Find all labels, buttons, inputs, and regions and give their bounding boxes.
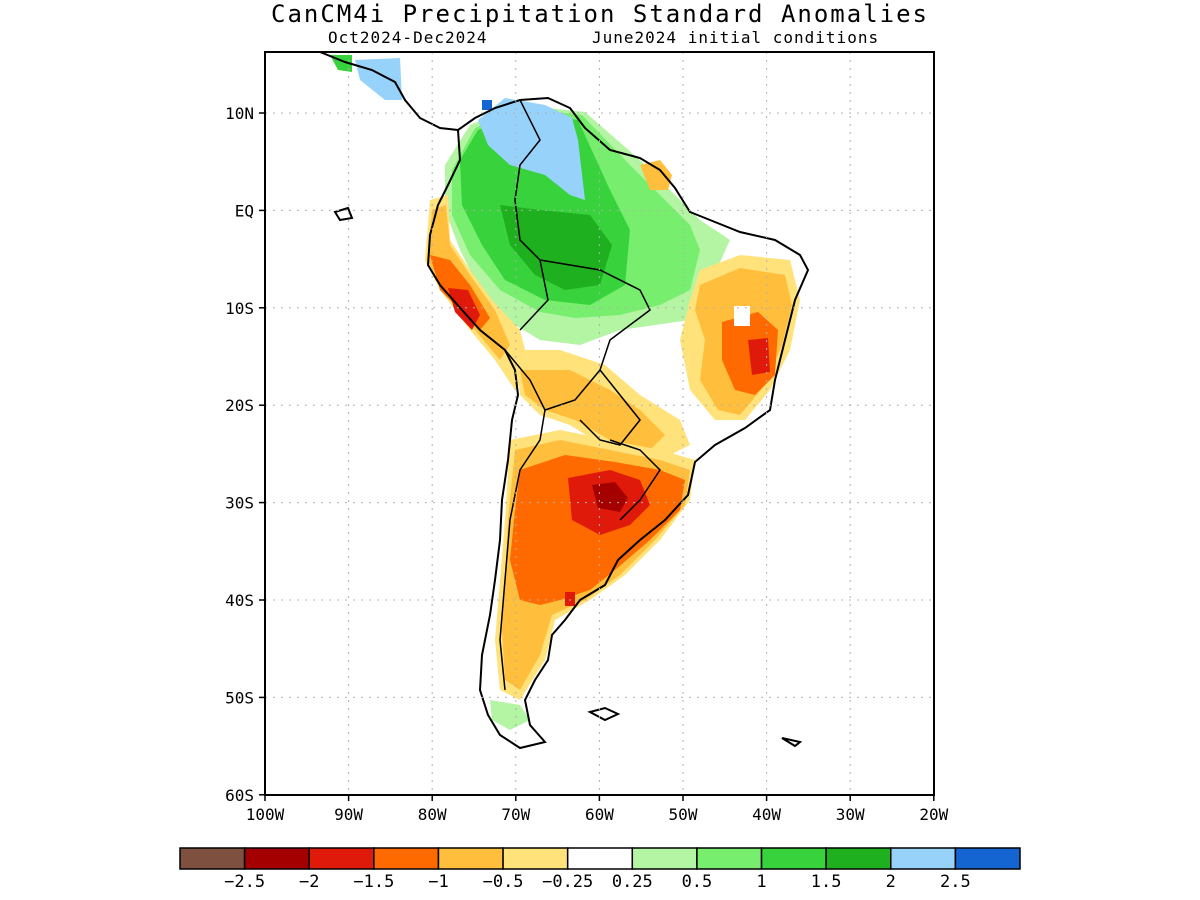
anomaly-central-orange bbox=[520, 370, 665, 450]
chart-title: CanCM4i Precipitation Standard Anomalies bbox=[271, 0, 929, 28]
legend-label: 1.5 bbox=[811, 872, 842, 892]
anomaly-central-america-blue bbox=[355, 58, 402, 100]
lat-tick-label: 40S bbox=[225, 591, 254, 610]
falkland-islands bbox=[587, 706, 621, 722]
lon-tick-label: 80W bbox=[418, 805, 447, 824]
longitude-axis: 100W 90W 80W 70W 60W 50W 40W 30W 20W bbox=[246, 795, 949, 824]
legend-label: −0.25 bbox=[542, 872, 593, 892]
anomaly-light-blue bbox=[478, 98, 585, 200]
forecast-period: Oct2024-Dec2024 bbox=[328, 28, 488, 47]
anomaly-south-dark-red bbox=[592, 482, 628, 512]
legend-swatch bbox=[308, 847, 375, 870]
lon-tick-label: 40W bbox=[752, 805, 781, 824]
legend-label: −1 bbox=[428, 872, 448, 892]
galapagos bbox=[333, 206, 354, 222]
lon-tick-label: 30W bbox=[836, 805, 865, 824]
anomaly-peru-orange bbox=[428, 205, 510, 360]
latitude-axis: 10N EQ 10S 20S 30S 40S 50S 60S bbox=[225, 104, 265, 805]
legend-label: 2.5 bbox=[940, 872, 971, 892]
anomaly-fields bbox=[330, 55, 800, 730]
anomaly-blue bbox=[482, 100, 492, 110]
legend-swatch bbox=[373, 847, 440, 870]
country-borders bbox=[499, 99, 661, 691]
lat-tick-label: 60S bbox=[225, 786, 254, 805]
lon-tick-label: 90W bbox=[334, 805, 363, 824]
legend-swatch bbox=[825, 847, 892, 870]
lat-tick-label: 10N bbox=[225, 104, 254, 123]
lon-tick-label: 100W bbox=[246, 805, 285, 824]
color-legend: −2.5 −2 −1.5 −1 −0.5 −0.25 0.25 0.5 1 1.5 2 2.5 bbox=[179, 847, 1021, 892]
lon-tick-label: 20W bbox=[919, 805, 948, 824]
lat-tick-label: EQ bbox=[235, 201, 254, 220]
legend-swatch bbox=[502, 847, 569, 870]
anomaly-east-brazil-red bbox=[748, 338, 770, 375]
anomaly-tierra-del-fuego-green bbox=[490, 700, 530, 730]
lat-tick-label: 30S bbox=[225, 494, 254, 513]
lon-tick-label: 70W bbox=[501, 805, 530, 824]
anomaly-dark-green bbox=[500, 205, 612, 290]
legend-label: −2.5 bbox=[224, 872, 265, 892]
coastlines bbox=[319, 52, 810, 750]
legend-label: −0.5 bbox=[483, 872, 524, 892]
legend-swatch bbox=[437, 847, 504, 870]
anomaly-guiana-orange bbox=[640, 160, 672, 190]
lat-tick-label: 20S bbox=[225, 396, 254, 415]
legend-label: −2 bbox=[299, 872, 319, 892]
legend-label: 0.25 bbox=[612, 872, 653, 892]
legend-label: 1 bbox=[756, 872, 766, 892]
legend-swatch bbox=[566, 847, 634, 870]
legend-swatch bbox=[760, 847, 827, 870]
legend-label: 0.5 bbox=[682, 872, 713, 892]
anomaly-east-brazil-white bbox=[734, 306, 750, 326]
anomaly-patagonia-red bbox=[565, 592, 575, 606]
lon-tick-label: 60W bbox=[585, 805, 614, 824]
legend-swatch bbox=[696, 847, 763, 870]
legend-swatch bbox=[179, 847, 246, 870]
legend-swatch bbox=[631, 847, 698, 870]
legend-swatch bbox=[890, 847, 957, 870]
lat-tick-label: 50S bbox=[225, 688, 254, 707]
legend-swatch bbox=[243, 847, 310, 870]
legend-swatch bbox=[954, 847, 1021, 870]
legend-label: −1.5 bbox=[353, 872, 394, 892]
lon-tick-label: 50W bbox=[669, 805, 698, 824]
legend-label: 2 bbox=[886, 872, 896, 892]
anomaly-peru-red bbox=[448, 288, 480, 330]
initial-conditions: June2024 initial conditions bbox=[592, 28, 880, 47]
south-georgia bbox=[781, 737, 803, 748]
central-america-coastline bbox=[319, 52, 459, 131]
south-america-coastline bbox=[426, 96, 810, 750]
lat-tick-label: 10S bbox=[225, 299, 254, 318]
